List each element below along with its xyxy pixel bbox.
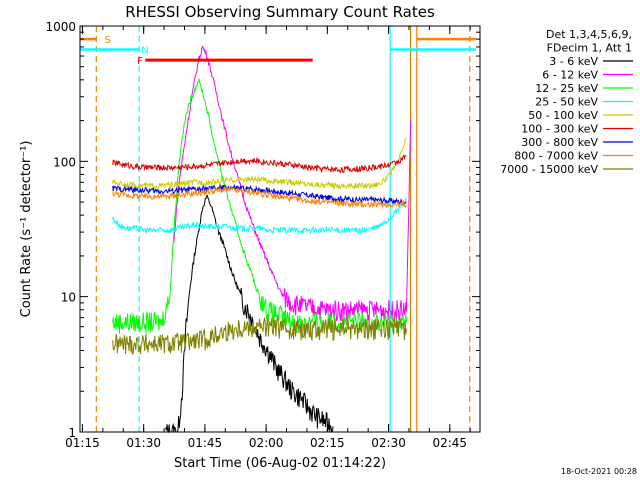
flag-label-f: F bbox=[137, 56, 143, 67]
series-line-8 bbox=[112, 316, 407, 355]
legend-entry-8: 7000 - 15000 keV bbox=[500, 163, 598, 176]
x-axis-label: Start Time (06-Aug-02 01:14:22) bbox=[174, 456, 386, 471]
x-tick-label-2: 01:45 bbox=[188, 436, 223, 450]
legend-entry-1: 6 - 12 keV bbox=[542, 69, 598, 82]
chart-title: RHESSI Observing Summary Count Rates bbox=[125, 3, 435, 21]
y-tick-label-2: 100 bbox=[53, 155, 76, 169]
legend-header-0: Det 1,3,4,5,6,9, bbox=[546, 28, 632, 41]
x-tick-label-3: 02:00 bbox=[249, 436, 284, 450]
x-tick-label-4: 02:15 bbox=[310, 436, 345, 450]
flag-label-s: S bbox=[104, 35, 110, 46]
x-tick-label-5: 02:30 bbox=[371, 436, 406, 450]
x-tick-label-1: 01:30 bbox=[126, 436, 161, 450]
legend-entry-7: 800 - 7000 keV bbox=[514, 150, 598, 163]
y-tick-label-0: 1 bbox=[68, 426, 76, 440]
flag-label-n: N bbox=[141, 46, 148, 57]
legend-entry-3: 25 - 50 keV bbox=[535, 96, 598, 109]
legend-entry-5: 100 - 300 keV bbox=[521, 123, 598, 136]
legend-entry-2: 12 - 25 keV bbox=[535, 82, 598, 95]
series-line-6 bbox=[112, 183, 407, 206]
legend: Det 1,3,4,5,6,9,FDecim 1, Att 13 - 6 keV… bbox=[500, 28, 633, 176]
legend-entry-0: 3 - 6 keV bbox=[549, 55, 598, 68]
y-tick-label-1: 10 bbox=[61, 291, 76, 305]
x-tick-label-0: 01:15 bbox=[65, 436, 100, 450]
legend-header-1: FDecim 1, Att 1 bbox=[547, 42, 632, 55]
y-axis-label: Count Rate (s⁻¹ detector⁻¹) bbox=[19, 141, 34, 318]
series-line-3 bbox=[112, 197, 407, 235]
legend-entry-4: 50 - 100 keV bbox=[528, 109, 598, 122]
footer-timestamp: 18-Oct-2021 00:28 bbox=[561, 467, 637, 476]
series-line-1 bbox=[173, 45, 412, 322]
x-tick-label-6: 02:45 bbox=[432, 436, 467, 450]
legend-entry-6: 300 - 800 keV bbox=[521, 136, 598, 149]
y-tick-label-3: 1000 bbox=[45, 20, 76, 34]
series-line-4 bbox=[112, 137, 407, 190]
plot-frame bbox=[79, 25, 481, 433]
series-line-7 bbox=[112, 185, 407, 210]
series-line-5 bbox=[112, 154, 407, 174]
